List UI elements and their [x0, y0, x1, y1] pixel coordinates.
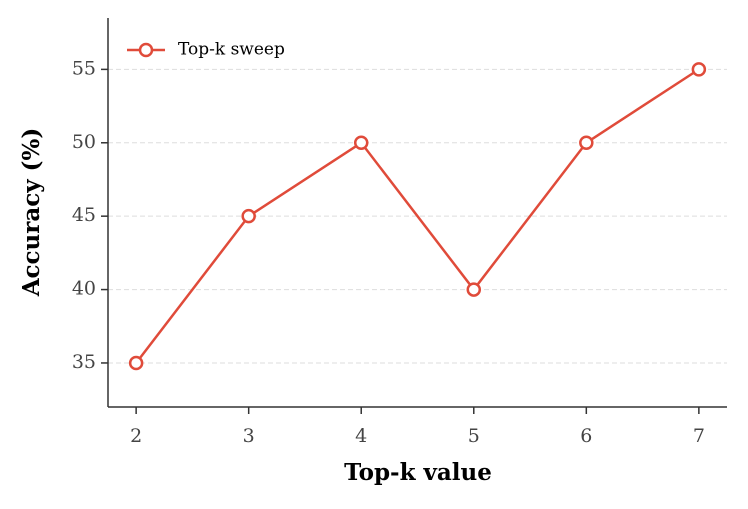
legend-marker — [138, 42, 154, 58]
data-point — [579, 135, 594, 151]
x-tick-label: 5 — [468, 425, 480, 447]
x-tick-label: 6 — [580, 425, 592, 447]
y-tick-label: 35 — [72, 351, 96, 373]
y-tick-label: 50 — [72, 131, 96, 153]
data-point — [466, 282, 482, 297]
legend-label: Top-k sweep — [178, 40, 285, 60]
data-point — [128, 355, 144, 371]
x-tick-label: 2 — [130, 425, 142, 447]
x-axis-label: Top-k value — [344, 459, 492, 486]
y-tick-label: 55 — [72, 57, 96, 79]
y-tick-label: 40 — [72, 278, 96, 300]
data-point — [353, 135, 369, 151]
y-axis-label: Accuracy (%) — [18, 128, 45, 298]
x-tick-label: 4 — [355, 425, 367, 447]
data-point — [241, 208, 256, 224]
x-tick-label: 7 — [693, 425, 705, 447]
x-tick-label: 3 — [243, 425, 255, 447]
series-line — [135, 68, 700, 364]
y-tick-label: 45 — [72, 204, 96, 226]
data-point — [691, 62, 707, 77]
